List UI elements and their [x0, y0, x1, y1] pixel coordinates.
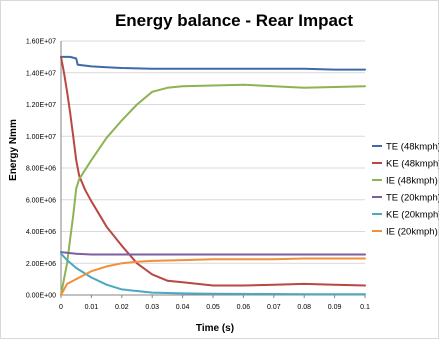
- legend-label: KE (48kmph): [386, 159, 439, 170]
- series-line-5: [60, 257, 366, 296]
- x-tick-label: 0.06: [237, 304, 251, 311]
- x-tick-label: 0: [59, 304, 63, 311]
- legend-label: IE (48kmph): [386, 176, 438, 187]
- x-tick-label: 0.03: [145, 304, 159, 311]
- series-line-1: [60, 55, 366, 287]
- y-tick-label: 8.00E+06: [26, 166, 56, 173]
- series-line-3: [60, 251, 366, 256]
- y-tick-label: 1.40E+07: [26, 70, 56, 77]
- series-line-2: [60, 83, 366, 296]
- series-line-0: [60, 55, 366, 71]
- axes: 0.00E+00 2.00E+06 4.00E+06 6.00E+06 8.00E+06…: [26, 39, 370, 312]
- x-tick-label: 0.08: [297, 304, 311, 311]
- x-tick-label: 0.05: [206, 304, 220, 311]
- x-tick-label: 0.09: [328, 304, 342, 311]
- x-tick-label: 0.07: [267, 304, 281, 311]
- y-axis-label: Energy Nmm: [8, 119, 19, 181]
- y-tick-label: 0.00E+00: [26, 293, 56, 300]
- y-tick-label: 1.00E+07: [26, 134, 56, 141]
- y-tick-label: 1.60E+07: [26, 39, 56, 46]
- y-tick-label: 1.20E+07: [26, 102, 56, 109]
- y-tick-label: 2.00E+06: [26, 261, 56, 268]
- legend-label: TE (48kmph): [386, 142, 439, 153]
- legend-label: TE (20kmph): [386, 193, 439, 204]
- chart-title: Energy balance - Rear Impact: [115, 11, 353, 30]
- series-lines: [60, 55, 366, 296]
- x-tick-label: 0.01: [85, 304, 99, 311]
- legend-label: KE (20kmph): [386, 210, 439, 221]
- x-tick-label: 0.1: [360, 304, 370, 311]
- x-tick-label: 0.04: [176, 304, 190, 311]
- x-axis-label: Time (s): [196, 323, 234, 334]
- x-tick-label: 0.02: [115, 304, 129, 311]
- y-tick-label: 6.00E+06: [26, 197, 56, 204]
- legend-label: IE (20kmph): [386, 227, 438, 238]
- series-line-4: [60, 252, 366, 296]
- legend: TE (48kmph) KE (48kmph) IE (48kmph) TE (20k…: [372, 142, 439, 238]
- gridlines: [61, 40, 365, 264]
- y-tick-label: 4.00E+06: [26, 229, 56, 236]
